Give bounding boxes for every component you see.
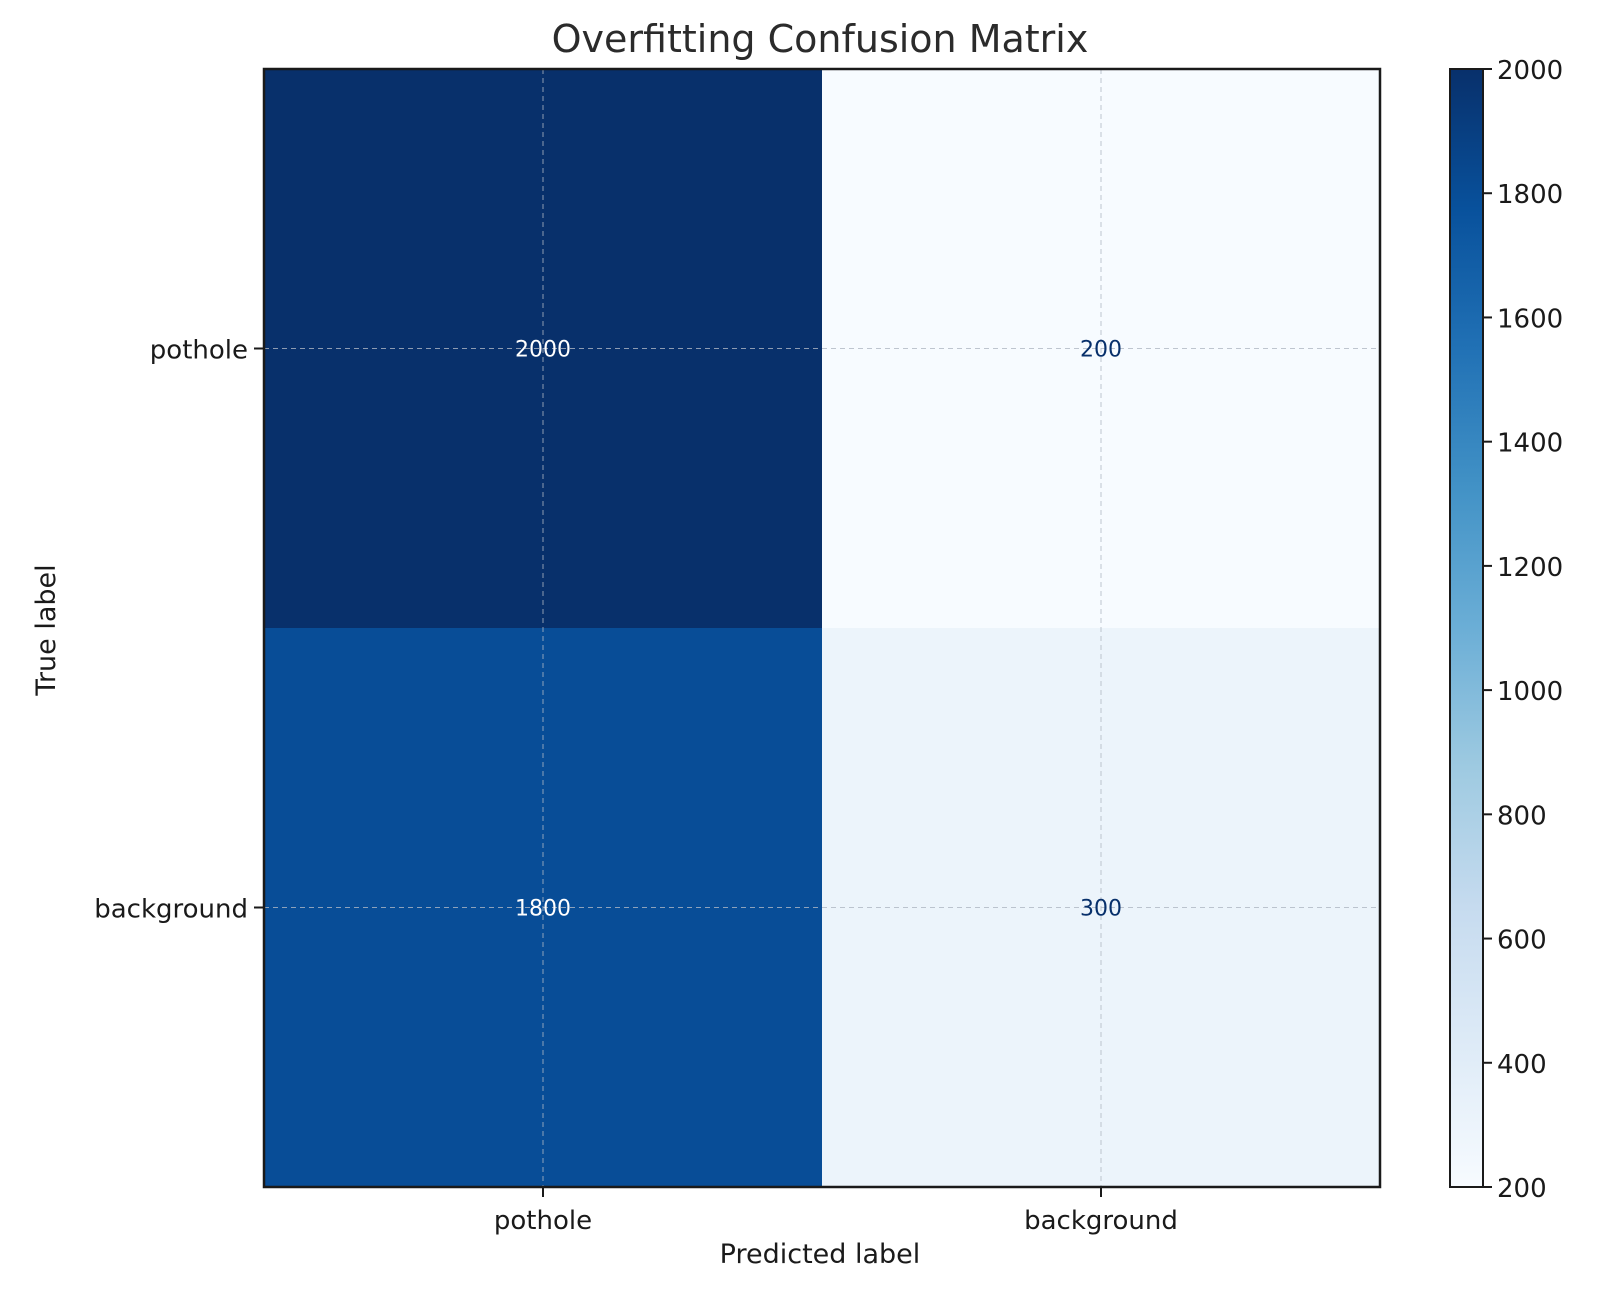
colorbar-tick-label-400: 400 (1497, 1050, 1547, 1080)
y-tick-label-background: background (94, 895, 248, 925)
x-axis-title: Predicted label (720, 1239, 921, 1270)
colorbar-tick-label-600: 600 (1497, 926, 1547, 956)
grid-lines (264, 69, 1380, 1187)
cell-label-background-background: 300 (1080, 897, 1122, 922)
colorbar: 200 400 600 800 1000 1200 1400 1600 1800 2000 (1449, 56, 1563, 1204)
cell-label-background-pothole: 1800 (515, 897, 571, 922)
x-tick-label-pothole: pothole (494, 1206, 592, 1236)
x-axis-ticks: pothole background (494, 1187, 1178, 1236)
chart-title: Overfitting Confusion Matrix (552, 17, 1089, 61)
colorbar-tick-label-800: 800 (1497, 801, 1547, 831)
y-axis-title: True label (31, 564, 62, 696)
colorbar-tick-label-1000: 1000 (1497, 677, 1563, 707)
colorbar-tick-label-1200: 1200 (1497, 553, 1563, 583)
y-tick-label-pothole: pothole (150, 336, 248, 366)
cell-value-labels: 2000 200 1800 300 (515, 338, 1122, 922)
colorbar-gradient (1449, 68, 1484, 1188)
heatmap-cells (264, 69, 1381, 1188)
colorbar-tick-label-200: 200 (1497, 1174, 1547, 1204)
plot-frame (262, 67, 1382, 1189)
colorbar-tick-label-1600: 1600 (1497, 304, 1563, 334)
x-tick-label-background: background (1024, 1206, 1178, 1236)
colorbar-tick-label-1800: 1800 (1497, 180, 1563, 210)
colorbar-tick-label-1400: 1400 (1497, 429, 1563, 459)
y-axis-ticks: pothole background (94, 336, 264, 925)
colorbar-tick-label-2000: 2000 (1497, 56, 1563, 86)
cell-label-pothole-pothole: 2000 (515, 338, 571, 363)
cell-label-pothole-background: 200 (1080, 338, 1122, 363)
